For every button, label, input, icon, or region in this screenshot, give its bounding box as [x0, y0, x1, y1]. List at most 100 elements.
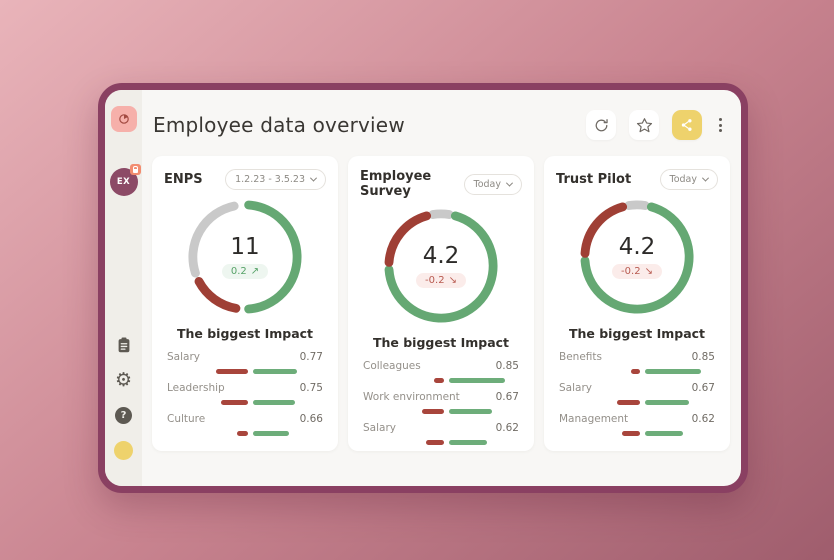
- delta-value: -0.2: [425, 275, 445, 287]
- help-question-icon: ?: [115, 406, 132, 424]
- impact-bars: [363, 378, 519, 383]
- period-dropdown[interactable]: 1.2.23 - 3.5.23: [225, 169, 326, 190]
- impact-label: Culture: [167, 413, 206, 425]
- impact-bars: [559, 400, 715, 405]
- impact-list: Colleagues 0.85 Work environment 0.67 Salary…: [360, 360, 522, 453]
- period-dropdown[interactable]: Today: [659, 169, 718, 190]
- metric-card: ENPS 1.2.23 - 3.5.23 11 0.2 ↗ The bigges…: [152, 156, 338, 451]
- impact-value: 0.85: [691, 351, 715, 363]
- kebab-menu-icon: [719, 118, 722, 121]
- impact-label: Salary: [559, 382, 592, 394]
- impact-value: 0.67: [691, 382, 715, 394]
- impact-row: Colleagues 0.85: [363, 360, 519, 383]
- period-dropdown[interactable]: Today: [463, 173, 522, 195]
- sidebar-item-notes[interactable]: [114, 335, 134, 355]
- red-bar: [215, 369, 248, 374]
- green-bar: [644, 431, 683, 436]
- card-title: Employee Survey: [360, 169, 432, 199]
- share-button[interactable]: [672, 110, 702, 140]
- impact-row: Culture 0.66: [167, 413, 323, 436]
- share-icon: [681, 119, 692, 131]
- impact-label: Colleagues: [363, 360, 421, 372]
- card-title: ENPS: [164, 172, 203, 187]
- gauge-ring: [384, 209, 498, 323]
- impact-row: Salary 0.62: [363, 422, 519, 445]
- impact-label: Management: [559, 413, 629, 425]
- impact-bars: [559, 431, 715, 436]
- cards-row: ENPS 1.2.23 - 3.5.23 11 0.2 ↗ The bigges…: [152, 156, 730, 451]
- lock-badge: [129, 164, 141, 175]
- profile-dot-icon: [114, 440, 133, 460]
- impact-bars: [363, 440, 519, 445]
- star-icon: [636, 117, 652, 132]
- red-bar: [425, 440, 444, 445]
- impact-row: Work environment 0.67: [363, 391, 519, 414]
- green-bar: [252, 369, 297, 374]
- gauge-chart: 4.2 -0.2 ↘: [382, 207, 500, 325]
- settings-gear-icon: ⚙: [114, 368, 133, 391]
- impact-value: 0.67: [495, 391, 519, 403]
- impact-label: Salary: [363, 422, 396, 434]
- red-bar: [220, 400, 248, 405]
- refresh-button[interactable]: [586, 110, 616, 140]
- impact-title: The biggest Impact: [372, 335, 510, 350]
- impact-row: Salary 0.67: [559, 382, 715, 405]
- impact-bars: [559, 369, 715, 374]
- impact-row: Management 0.62: [559, 413, 715, 436]
- impact-list: Salary 0.77 Leadership 0.75 Culture 0.66: [164, 351, 326, 444]
- impact-bars: [363, 409, 519, 414]
- impact-value: 0.62: [691, 413, 715, 425]
- green-bar: [644, 400, 689, 405]
- favorite-button[interactable]: [629, 110, 659, 140]
- user-avatar[interactable]: EX: [109, 164, 141, 196]
- impact-value: 0.62: [495, 422, 519, 434]
- gauge-value: 4.2: [618, 233, 656, 260]
- red-bar: [630, 369, 640, 374]
- gauge-ring: [188, 200, 302, 314]
- impact-bars: [167, 431, 323, 436]
- avatar-initials: EX: [116, 177, 131, 187]
- impact-value: 0.77: [299, 351, 323, 363]
- green-bar: [644, 369, 701, 374]
- app-logo-button[interactable]: [110, 106, 137, 132]
- delta-value: 0.2: [230, 266, 247, 278]
- impact-bars: [167, 400, 323, 405]
- page-header: Employee data overview: [152, 110, 730, 140]
- impact-bars: [167, 369, 323, 374]
- red-bar: [621, 431, 640, 436]
- app-window: EX ⚙ ?: [98, 83, 748, 493]
- page-title: Employee data overview: [153, 113, 405, 137]
- chevron-down-icon: [309, 174, 318, 182]
- gauge-chart: 11 0.2 ↗: [186, 198, 304, 316]
- green-bar: [448, 409, 492, 414]
- trend-arrow-icon: ↘: [448, 275, 457, 287]
- trend-arrow-icon: ↗: [250, 266, 260, 278]
- notes-icon: [118, 337, 129, 353]
- period-label: Today: [473, 178, 501, 190]
- header-actions: [586, 110, 730, 140]
- impact-label: Leadership: [167, 382, 225, 394]
- sidebar: EX ⚙ ?: [105, 90, 142, 486]
- gauge-chart: 4.2 -0.2 ↘: [578, 198, 696, 316]
- more-options-button[interactable]: [715, 114, 726, 136]
- impact-title: The biggest Impact: [568, 326, 706, 341]
- main-area: Employee data overview: [142, 90, 741, 486]
- period-label: Today: [669, 174, 697, 185]
- red-bar: [616, 400, 640, 405]
- sidebar-item-profile[interactable]: [114, 440, 134, 460]
- delta-value: -0.2: [621, 266, 641, 278]
- refresh-icon: [595, 118, 608, 131]
- gauge-value: 11: [230, 233, 260, 260]
- sidebar-bottom-group: ⚙ ?: [114, 335, 134, 460]
- red-bar: [236, 431, 248, 436]
- gauge-value: 4.2: [422, 242, 460, 269]
- lock-icon: [132, 165, 138, 173]
- red-bar: [421, 409, 444, 414]
- chevron-down-icon: [505, 179, 514, 187]
- pie-chart-icon: [118, 114, 129, 124]
- sidebar-item-settings[interactable]: ⚙: [114, 370, 134, 390]
- chevron-down-icon: [701, 174, 710, 182]
- green-bar: [252, 431, 289, 436]
- sidebar-item-help[interactable]: ?: [114, 405, 134, 425]
